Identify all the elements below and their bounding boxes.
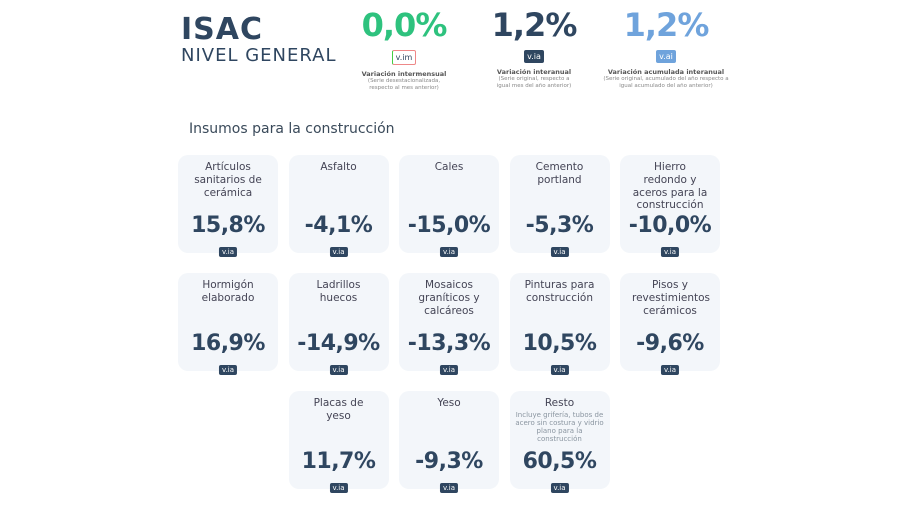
- card-name: Pisos y revestimientos cerámicos: [632, 279, 710, 317]
- kpi-interanual: 1,2% v.ia Variación interanual (Serie or…: [469, 6, 599, 89]
- card-badge: v.ia: [660, 247, 680, 257]
- card-badge: v.ia: [550, 483, 569, 493]
- card-name: Hormigón elaborado: [201, 279, 255, 304]
- page-title: ISAC: [181, 12, 264, 47]
- indicator-card: Cales -15,0% v.ia: [399, 155, 499, 257]
- kpi-acumulada: 1,2% v.ai Variación acumulada interanual…: [599, 6, 733, 89]
- page-subtitle: NIVEL GENERAL: [181, 45, 337, 66]
- card-value: 11,7%: [301, 449, 376, 474]
- indicator-card: Ladrillos huecos -14,9% v.ia: [288, 273, 389, 375]
- card-badge: v.ia: [439, 483, 459, 493]
- card-name: Hierro redondo y aceros para la construc…: [632, 161, 708, 212]
- card-badge: v.ia: [550, 365, 569, 375]
- kpi-badge: v.ia: [524, 50, 544, 63]
- card-value: 15,8%: [191, 213, 265, 238]
- card-name: Yeso: [437, 397, 461, 409]
- section-title: Insumos para la construcción: [189, 121, 395, 137]
- kpi-label: Variación acumulada interanual: [607, 68, 725, 76]
- kpi-desc: (Serie desestacionalizada, respecto al m…: [367, 78, 441, 91]
- card-name: Artículos sanitarios de cerámica: [194, 161, 262, 199]
- card-value: -15,0%: [407, 213, 491, 238]
- card-value: 60,5%: [522, 449, 597, 474]
- card-name: Mosaicos graníticos y calcáreos: [418, 279, 480, 317]
- indicator-card: Hormigón elaborado 16,9% v.ia: [178, 273, 278, 375]
- card-name: Ladrillos huecos: [316, 279, 361, 304]
- indicator-card: Hierro redondo y aceros para la construc…: [620, 155, 720, 257]
- indicator-card: Cemento portland -5,3% v.ia: [509, 155, 610, 257]
- card-value: -10,0%: [628, 213, 712, 238]
- indicator-card: Pinturas para construcción 10,5% v.ia: [509, 273, 610, 375]
- card-value: -4,1%: [304, 213, 373, 238]
- kpi-badge: v.im: [391, 50, 417, 65]
- card-value: 10,5%: [522, 331, 597, 356]
- card-badge: v.ia: [439, 247, 459, 257]
- kpi-label: Variación intermensual: [361, 70, 447, 78]
- card-badge: v.ia: [329, 365, 348, 375]
- card-badge: v.ia: [329, 247, 348, 257]
- kpi-value: 0,0%: [361, 6, 448, 44]
- card-name: Asfalto: [320, 161, 357, 173]
- indicator-card: Resto Incluye grifería, tubos de acero si…: [509, 391, 610, 493]
- indicator-card: Artículos sanitarios de cerámica 15,8% v.i…: [178, 155, 278, 257]
- kpi-badge: v.ai: [656, 50, 676, 63]
- indicator-card: Mosaicos graníticos y calcáreos -13,3% v.i…: [399, 273, 499, 375]
- card-value: -14,9%: [297, 331, 380, 356]
- card-badge: v.ia: [550, 247, 569, 257]
- indicator-card: Asfalto -4,1% v.ia: [288, 155, 389, 257]
- card-value: -5,3%: [525, 213, 594, 238]
- card-value: 16,9%: [191, 331, 265, 356]
- kpi-value: 1,2%: [623, 6, 710, 44]
- card-note: Incluye grifería, tubos de acero sin cos…: [515, 410, 604, 443]
- indicator-card: Pisos y revestimientos cerámicos -9,6% v.i…: [620, 273, 720, 375]
- kpi-desc: (Serie original, acumulado del año respe…: [603, 76, 729, 89]
- kpi-value: 1,2%: [491, 6, 578, 44]
- card-badge: v.ia: [439, 365, 459, 375]
- kpi-desc: (Serie original, respecto a igual mes de…: [496, 76, 572, 89]
- card-name: Resto: [544, 397, 575, 409]
- card-value: -13,3%: [407, 331, 491, 356]
- card-name: Cemento portland: [535, 161, 584, 186]
- indicator-card: Placas de yeso 11,7% v.ia: [288, 391, 389, 493]
- card-name: Pinturas para construcción: [524, 279, 595, 304]
- card-name: Cales: [434, 161, 464, 173]
- card-value: -9,3%: [415, 449, 483, 474]
- indicator-card: Yeso -9,3% v.ia: [399, 391, 499, 493]
- card-badge: v.ia: [218, 247, 238, 257]
- kpi-label: Variación interanual: [496, 68, 572, 76]
- card-value: -9,6%: [636, 331, 704, 356]
- card-name: Placas de yeso: [313, 397, 364, 422]
- card-badge: v.ia: [660, 365, 680, 375]
- card-badge: v.ia: [329, 483, 348, 493]
- kpi-intermensual: 0,0% v.im Variación intermensual (Serie …: [339, 6, 469, 91]
- card-badge: v.ia: [218, 365, 238, 375]
